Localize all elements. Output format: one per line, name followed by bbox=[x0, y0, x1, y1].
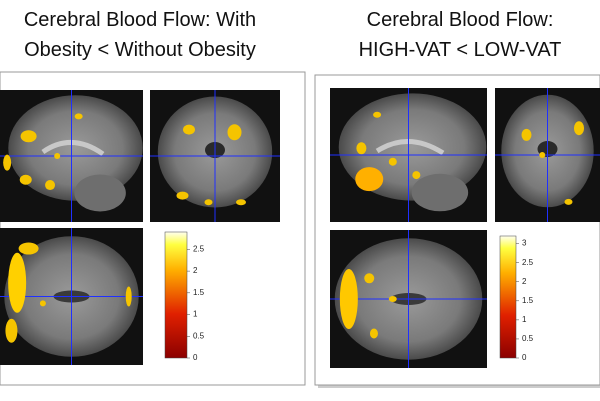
colorbar-tick-label: 1.5 bbox=[522, 296, 534, 305]
activation bbox=[388, 157, 397, 166]
corpus-callosum bbox=[41, 140, 105, 157]
activation bbox=[18, 242, 39, 255]
colorbar-tick-label: 0.5 bbox=[522, 334, 534, 343]
activation bbox=[539, 152, 546, 158]
colorbar-tick-label: 2.5 bbox=[193, 244, 205, 253]
activation bbox=[74, 113, 83, 120]
colorbar-tick-label: 2.5 bbox=[522, 258, 534, 267]
activation bbox=[8, 252, 27, 313]
activation bbox=[3, 154, 12, 171]
colorbar-tick-label: 3 bbox=[522, 239, 527, 248]
brain-slice bbox=[8, 95, 143, 201]
colorbar bbox=[499, 235, 517, 359]
panel-title: HIGH-VAT < LOW-VAT bbox=[359, 39, 562, 61]
activation bbox=[39, 300, 46, 307]
activation bbox=[176, 191, 189, 200]
activation bbox=[5, 318, 18, 343]
colorbar-tick-label: 1 bbox=[193, 310, 198, 319]
activation bbox=[54, 153, 61, 159]
activation bbox=[564, 198, 573, 205]
cerebellum bbox=[74, 174, 126, 212]
panel-title: Cerebral Blood Flow: With bbox=[24, 9, 256, 31]
activation bbox=[574, 121, 584, 136]
activation bbox=[339, 269, 358, 329]
activation bbox=[227, 124, 242, 141]
colorbar-tick-label: 0 bbox=[193, 353, 198, 362]
activation bbox=[364, 273, 375, 284]
colorbar-tick-label: 0 bbox=[522, 353, 527, 362]
activation bbox=[19, 174, 32, 185]
activation bbox=[521, 128, 532, 141]
activation bbox=[356, 142, 367, 155]
activation bbox=[183, 124, 195, 135]
activation bbox=[204, 199, 213, 206]
colorbar-tick-label: 1.5 bbox=[193, 288, 205, 297]
images: 0 0.5 1 1.5 2 2.5 0 0.5 1 1.5 2 2.5 3 bbox=[0, 88, 600, 368]
colorbar-tick-label: 1 bbox=[522, 315, 527, 324]
colorbar-tick-label: 2 bbox=[522, 277, 527, 286]
activation bbox=[388, 296, 397, 302]
activation bbox=[45, 180, 56, 191]
colorbar-tick-label: 0.5 bbox=[193, 331, 205, 340]
panel-title: Obesity < Without Obesity bbox=[24, 39, 256, 61]
activation bbox=[373, 111, 382, 118]
corpus-callosum bbox=[375, 139, 445, 156]
panel-title: Cerebral Blood Flow: bbox=[367, 9, 554, 31]
activation bbox=[355, 167, 384, 192]
colorbar bbox=[164, 231, 188, 359]
colorbar-tick-label: 2 bbox=[193, 266, 198, 275]
cerebellum bbox=[411, 173, 469, 212]
activation bbox=[369, 328, 378, 339]
activation bbox=[125, 286, 132, 307]
activation bbox=[20, 130, 37, 143]
activation bbox=[236, 199, 246, 206]
activation bbox=[412, 171, 421, 180]
